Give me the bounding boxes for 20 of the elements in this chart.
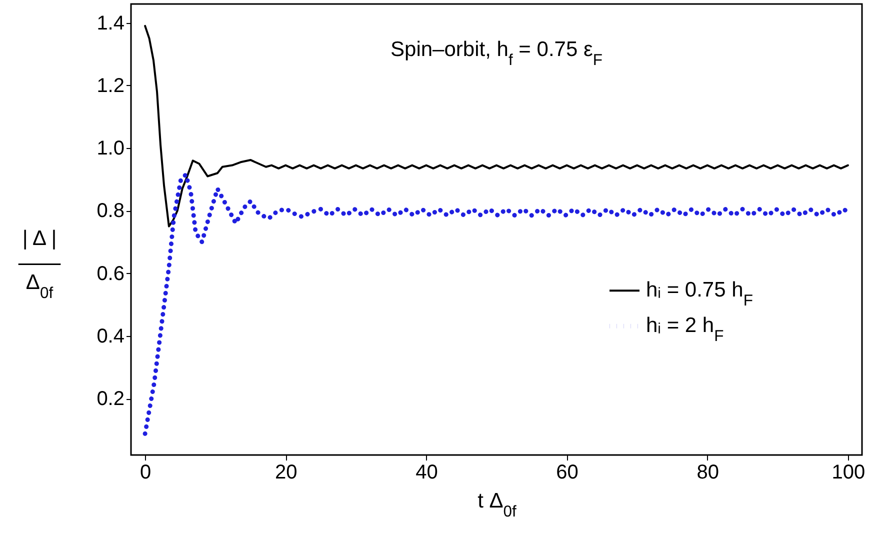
y-tick-label: 0.6 xyxy=(96,262,124,285)
y-tick-label: 1.2 xyxy=(96,74,124,97)
x-axis-title: t Δ$_{0f}$ xyxy=(478,490,518,520)
y-tick-label: 0.8 xyxy=(96,200,124,222)
legend-label: hᵢ = 0.75 h$_{F}$ xyxy=(646,278,753,310)
y-tick-label: 0.4 xyxy=(96,325,124,348)
line-series xyxy=(142,172,850,436)
y-axis-title: | Δ | Δ$_{0f}$ xyxy=(22,227,57,302)
x-tick-label: 60 xyxy=(556,462,578,484)
x-tick-label: 20 xyxy=(275,462,298,484)
x-tick-label: 40 xyxy=(416,462,438,484)
y-tick-label: 1.0 xyxy=(96,138,124,160)
x-tick-label: 100 xyxy=(832,462,866,484)
x-tick-label: 0 xyxy=(140,462,152,484)
x-tick-label: 80 xyxy=(696,462,719,484)
y-tick-label: 0.2 xyxy=(96,388,124,410)
legend-label: hᵢ = 2 h$_{F}$ xyxy=(646,314,724,345)
y-tick-label: 1.4 xyxy=(96,12,124,34)
text: Spin–orbit, h$_{f}$ = 0.75 ε$_{F}$ xyxy=(390,38,602,68)
line-series xyxy=(144,24,849,228)
